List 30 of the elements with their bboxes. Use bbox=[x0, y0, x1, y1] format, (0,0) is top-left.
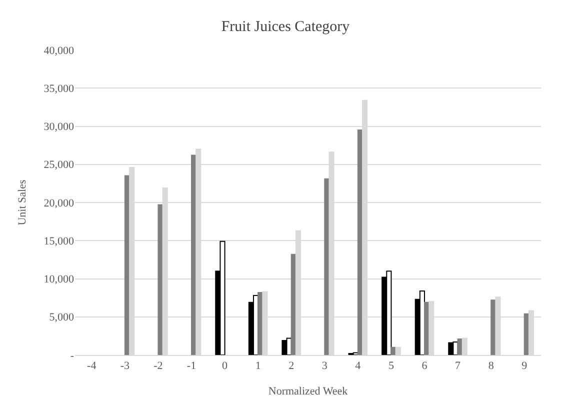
x-tick-label: -3 bbox=[120, 360, 130, 372]
x-tick-label: 0 bbox=[222, 360, 228, 372]
y-tick-label: - bbox=[70, 350, 74, 362]
y-tick-label: 35,000 bbox=[44, 82, 74, 95]
y-tick-label: 25,000 bbox=[44, 159, 74, 172]
y-tick-label: 15,000 bbox=[44, 235, 74, 248]
bar bbox=[352, 352, 358, 355]
x-tick-label: 1 bbox=[255, 360, 261, 372]
x-tick-label: 8 bbox=[488, 360, 494, 372]
x-axis-title: Normalized Week bbox=[268, 385, 348, 398]
y-tick-label: 30,000 bbox=[44, 121, 74, 134]
x-tick-label: 2 bbox=[288, 360, 294, 372]
bar bbox=[158, 204, 164, 355]
y-axis-title: Unit Sales bbox=[16, 180, 28, 226]
x-tick-label: -1 bbox=[186, 360, 196, 372]
x-tick-label: -4 bbox=[87, 360, 97, 372]
x-tick-label: 3 bbox=[322, 360, 328, 372]
y-tick-label: 5,000 bbox=[49, 312, 74, 324]
y-tick-label: 40,000 bbox=[44, 44, 74, 57]
y-tick-label: 20,000 bbox=[44, 197, 74, 210]
x-tick-label: 9 bbox=[522, 360, 528, 372]
x-tick-label: 7 bbox=[455, 360, 462, 372]
chart-title: Fruit Juices Category bbox=[221, 19, 350, 35]
bar bbox=[390, 346, 396, 355]
y-tick-label: 10,000 bbox=[44, 274, 74, 286]
x-tick-label: 4 bbox=[355, 360, 362, 372]
x-tick-label: -2 bbox=[154, 360, 163, 372]
x-tick-label: 6 bbox=[422, 360, 428, 372]
x-tick-label: 5 bbox=[388, 360, 394, 372]
bar bbox=[282, 340, 288, 355]
